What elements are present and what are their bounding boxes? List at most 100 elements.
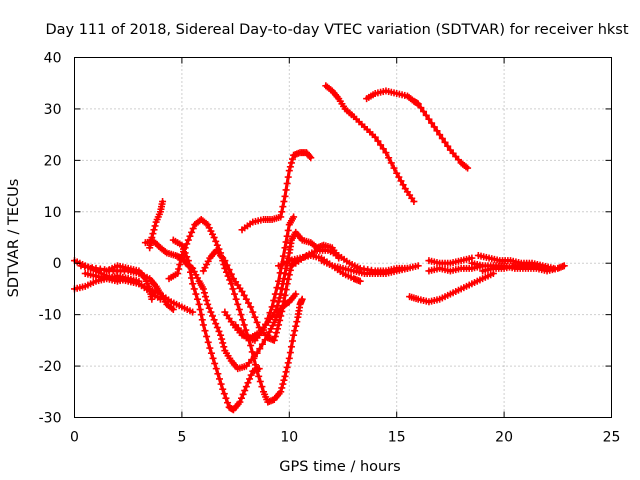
series-arc-05 [103,262,156,303]
data-point [425,115,433,123]
data-point [275,321,283,329]
data-point [397,177,405,185]
data-point [264,315,272,322]
data-point [239,390,247,398]
data-point [210,234,218,241]
series-arc-21 [425,254,476,267]
data-point [185,262,193,270]
data-point [371,133,379,141]
series-arc-13 [238,149,315,234]
data-point [248,348,256,356]
data-point [281,291,289,299]
x-axis-label: GPS time / hours [279,459,400,475]
data-point [414,262,422,270]
axis-ticks: 0 5 10 15 20 25 40 30 20 10 0 -10 -20 -30 [39,51,621,446]
data-point [232,295,240,303]
plot-frame [74,57,612,418]
series-arc-19 [406,270,497,306]
data-point [229,285,237,293]
data-point [241,387,249,394]
data-point [181,244,189,252]
data-point [262,320,270,328]
data-point [266,309,274,317]
data-point [277,213,285,221]
data-point [379,145,387,153]
data-point [212,365,220,373]
data-point [238,288,246,295]
data-point [207,349,215,357]
plot-series [71,82,568,414]
data-point [239,316,247,324]
data-point [276,294,284,302]
data-point [290,331,298,339]
data-point [231,290,239,298]
data-point [279,380,287,388]
data-point [284,226,292,234]
data-point [200,289,208,297]
data-point [220,390,228,398]
data-point [244,299,252,307]
data-point [206,344,214,352]
data-point [253,349,261,357]
data-point [215,327,223,335]
data-point [377,141,385,149]
data-point [438,135,446,142]
data-point [221,257,229,265]
data-point [251,361,259,369]
data-point [433,127,441,135]
data-point [275,277,283,285]
data-point [209,312,217,320]
data-point [292,290,300,298]
data-point [159,198,167,205]
data-point [224,399,232,407]
data-point [286,349,294,357]
data-point [135,277,143,285]
x-tick-label: 25 [603,430,621,446]
data-point [207,308,215,316]
data-point [280,275,288,283]
data-point [282,264,290,272]
data-point [195,300,203,308]
data-point [204,338,212,346]
data-point [260,326,268,334]
data-point [279,280,287,288]
data-point [277,312,285,320]
data-point [281,192,289,200]
data-point [253,367,261,375]
data-point [192,290,200,298]
series-arc-16 [318,257,411,277]
data-point [196,306,204,313]
data-point [414,100,422,108]
data-point [270,336,278,344]
data-point [227,270,235,278]
data-point [283,180,291,187]
x-tick-label: 0 [70,430,79,446]
series-arc-17 [322,82,418,205]
data-point [212,320,220,328]
y-tick-label: 10 [44,205,62,221]
data-point [281,372,289,380]
data-point [197,311,205,319]
data-point [213,241,221,249]
data-point [279,303,287,311]
data-point [203,297,211,304]
data-point [226,276,234,284]
data-point [278,384,286,392]
data-point [289,337,297,345]
data-point [393,169,401,177]
data-point [218,335,226,343]
data-point [247,371,255,379]
data-point [279,252,287,260]
data-point [184,236,192,244]
data-point [279,203,287,211]
x-tick-label: 20 [495,430,513,446]
data-point [272,306,280,313]
data-point [247,342,255,349]
data-point [285,167,293,175]
data-point [210,316,218,324]
y-tick-label: 40 [44,51,62,67]
data-point [271,290,279,298]
data-point [176,261,184,268]
data-point [258,383,266,391]
